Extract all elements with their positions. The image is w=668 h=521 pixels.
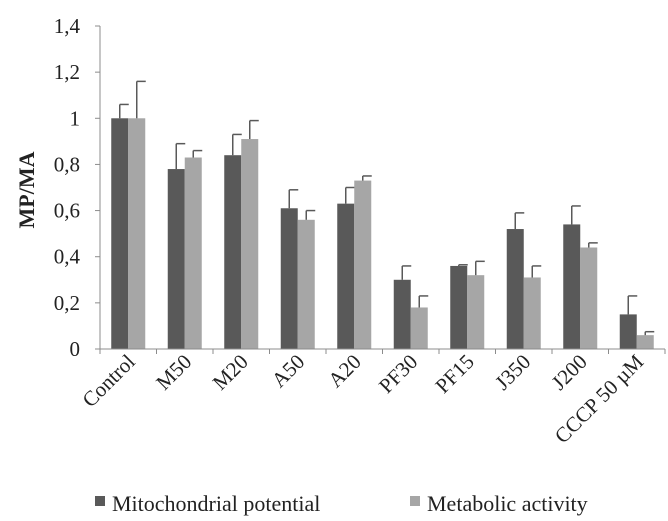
y-tick-label: 0,6 — [54, 199, 80, 223]
bar-series-0 — [224, 155, 242, 349]
bar-series-1 — [580, 247, 598, 349]
bars — [111, 80, 655, 350]
legend-swatch-metabolic-activity — [410, 496, 420, 506]
bar-series-0 — [280, 208, 298, 349]
y-axis-title: MP/MA — [14, 151, 39, 228]
bar-series-1 — [523, 277, 541, 349]
legend-swatch-mitochondrial-potential — [95, 496, 105, 506]
x-tick-label: PF30 — [374, 350, 422, 398]
bar-series-0 — [506, 229, 524, 349]
bar-series-0 — [563, 224, 581, 349]
bar-series-1 — [467, 275, 485, 349]
y-tick-label: 0,4 — [54, 245, 81, 269]
bar-series-0 — [393, 279, 411, 349]
bar-series-1 — [128, 118, 146, 350]
bar-series-1 — [241, 139, 259, 349]
bar-series-1 — [297, 219, 315, 349]
y-axis-ticks: 0 0,2 0,4 0,6 0,8 1 1,2 1,4 — [54, 14, 100, 361]
x-tick-label: Control — [77, 349, 139, 411]
y-tick-label: 0,8 — [54, 152, 80, 176]
bar-series-1 — [354, 180, 372, 349]
x-tick-label: PF15 — [430, 350, 478, 398]
x-axis-ticks: Control M50 M20 A50 A20 PF30 PF15 J350 J200CCCP … — [77, 349, 666, 448]
bar-series-1 — [410, 307, 428, 349]
y-tick-label: 0 — [70, 337, 81, 361]
x-tick-label: J200 — [547, 350, 592, 395]
legend: Mitochondrial potential Metabolic activi… — [95, 491, 588, 516]
bar-series-1 — [184, 157, 202, 349]
x-tick-label: A20 — [323, 350, 366, 393]
legend-label-mitochondrial-potential: Mitochondrial potential — [112, 491, 320, 516]
x-tick-label: M50 — [151, 350, 196, 395]
bar-series-0 — [619, 314, 637, 349]
y-tick-label: 1,4 — [54, 14, 81, 38]
bar-series-1 — [636, 335, 654, 349]
bar-series-0 — [111, 118, 129, 350]
y-tick-label: 1 — [70, 106, 81, 130]
y-axis-title-group: MP/MA — [14, 151, 39, 228]
y-tick-label: 1,2 — [54, 60, 80, 84]
bar-series-0 — [167, 169, 185, 349]
x-tick-label: A50 — [267, 350, 310, 393]
bar-series-0 — [450, 265, 468, 349]
legend-label-metabolic-activity: Metabolic activity — [427, 491, 588, 516]
y-tick-label: 0,2 — [54, 291, 80, 315]
x-tick-label: J350 — [490, 350, 535, 395]
bar-series-0 — [337, 203, 355, 349]
x-tick-label: M20 — [208, 350, 253, 395]
